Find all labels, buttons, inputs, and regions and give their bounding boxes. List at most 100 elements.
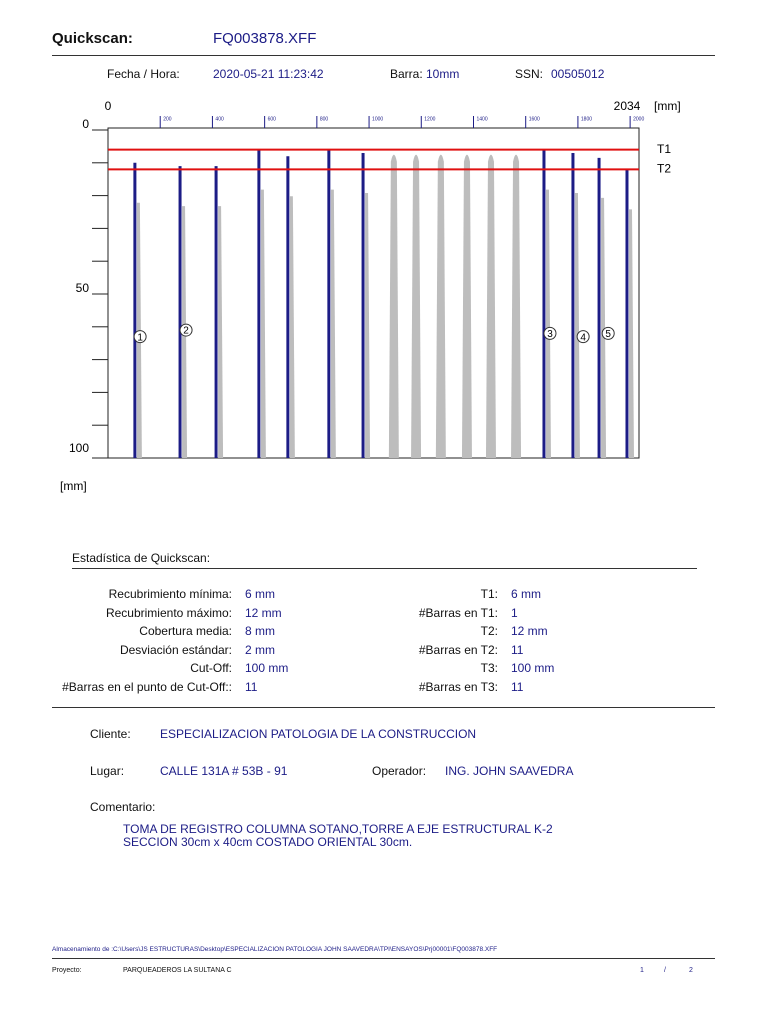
page-sep: / (664, 967, 666, 974)
stat-label: Desviación estándar: (119, 642, 232, 657)
stat-label: Recubrimiento mínima: (108, 587, 232, 601)
storage-path: Almacenamiento de :C:\Users\JS ESTRUCTUR… (52, 946, 498, 953)
rule (72, 568, 697, 569)
stat-value: 11 (511, 679, 524, 694)
x-tick-label: 1200 (424, 116, 435, 122)
stat-value: 11 (245, 679, 258, 694)
signal (485, 154, 496, 458)
x-unit: [mm] (654, 99, 681, 113)
label: SSN: (515, 67, 544, 81)
comment-line: SECCION 30cm x 40cm COSTADO ORIENTAL 30c… (123, 835, 413, 849)
title: Quickscan: (52, 30, 133, 47)
marker (133, 330, 147, 344)
comment: TOMA DE REGISTRO COLUMNA SOTANO,TORRE A … (123, 823, 553, 849)
marker-label: 5 (605, 329, 611, 340)
stat-value: 6 mm (245, 587, 275, 601)
marker (179, 323, 193, 337)
stat-label: Recubrimiento máximo: (105, 605, 232, 620)
value: CALLE 131A # 53B - 91 (160, 764, 288, 778)
stat-label: T1: (480, 587, 498, 601)
chart: 0 2034 [mm]200 400 600 800 1000 1200 1400 1600 180… (60, 99, 681, 493)
x-tick-label: 600 (268, 116, 277, 122)
stat-value: 100 mm (511, 661, 555, 675)
signal-shadow (365, 192, 371, 458)
plot-frame (107, 127, 640, 459)
y-tick-label: 0 (82, 117, 89, 131)
signal-shadow (601, 197, 607, 458)
stat-label: T3: (480, 661, 498, 675)
stat-label: #Barras en T3: (418, 679, 498, 694)
y-unit: [mm] (60, 479, 87, 493)
stat-value: 1 (511, 605, 518, 620)
value: ESPECIALIZACION PATOLOGIA DE LA CONSTRUC… (160, 727, 477, 741)
signal-shadow (289, 196, 295, 459)
x-tick-label: 1600 (529, 116, 540, 122)
signal (388, 154, 399, 458)
signal (511, 154, 522, 458)
stat-value: 11 (511, 642, 524, 657)
rule (52, 958, 715, 959)
stat-label: Cut-Off: (190, 661, 232, 675)
signal-shadow (628, 209, 634, 458)
marker-label: 3 (547, 329, 553, 340)
label: Comentario: (90, 800, 156, 814)
stat-value: 12 mm (245, 605, 282, 620)
label: Lugar: (90, 764, 125, 778)
stat-value: 6 mm (511, 587, 541, 601)
x-tick-label: 1400 (476, 116, 487, 122)
page-number: 1 (640, 967, 644, 974)
x-tick-label: 2000 (633, 116, 644, 122)
label: Cliente: (90, 727, 131, 741)
x-tick-label: 1000 (372, 116, 383, 122)
x-axis-label: 2034 (614, 99, 641, 113)
label: Fecha / Hora: (107, 67, 180, 81)
value: 2020-05-21 11:23:42 (213, 67, 324, 81)
x-tick-label: 1800 (581, 116, 592, 122)
stat-value: 12 mm (511, 624, 548, 638)
x-axis-label: 0 (105, 99, 112, 113)
stat-label: #Barras en T2: (418, 642, 498, 657)
marker-label: 4 (580, 332, 586, 343)
stats-title: Estadística de Quickscan: (72, 551, 211, 565)
signal-shadow (218, 206, 224, 458)
x-tick-label: 200 (163, 116, 172, 122)
y-tick-label: 100 (69, 441, 89, 455)
file: FQ003878.XFF (213, 30, 317, 47)
value: 10mm (426, 67, 460, 81)
stat-value: 2 mm (245, 642, 275, 657)
stat-label: T2: (480, 624, 498, 638)
marker (576, 330, 590, 344)
label: Barra: (390, 67, 423, 81)
threshold-label: T1 (657, 142, 671, 156)
marker (601, 326, 615, 340)
label: Operador: (372, 764, 427, 778)
y-tick-label: 50 (76, 281, 90, 295)
page-total: 2 (689, 967, 693, 974)
x-tick-label: 400 (215, 116, 224, 122)
comment-line: TOMA DE REGISTRO COLUMNA SOTANO,TORRE A … (123, 822, 553, 836)
signal (461, 154, 472, 458)
value: 00505012 (551, 67, 605, 81)
rule (52, 55, 715, 56)
label: Proyecto: (52, 967, 82, 974)
signal-shadow (260, 189, 266, 458)
marker (543, 326, 557, 340)
marker-label: 2 (183, 326, 189, 337)
stat-label: Cobertura media: (139, 624, 232, 638)
signal-shadow (545, 189, 551, 458)
signal (435, 154, 446, 458)
stat-label: #Barras en T1: (418, 605, 498, 620)
signal-shadow (574, 192, 580, 458)
value: PARQUEADEROS LA SULTANA C (123, 967, 232, 974)
signal-shadow (330, 189, 336, 458)
stat-value: 100 mm (245, 661, 289, 675)
signal (411, 154, 422, 458)
stat-label: #Barras en el punto de Cut-Off:: (62, 679, 232, 694)
stat-value: 8 mm (245, 624, 275, 638)
threshold-label: T2 (657, 162, 671, 176)
value: ING. JOHN SAAVEDRA (445, 764, 574, 778)
marker-label: 1 (137, 332, 143, 343)
x-tick-label: 800 (320, 116, 329, 122)
rule (52, 707, 715, 708)
